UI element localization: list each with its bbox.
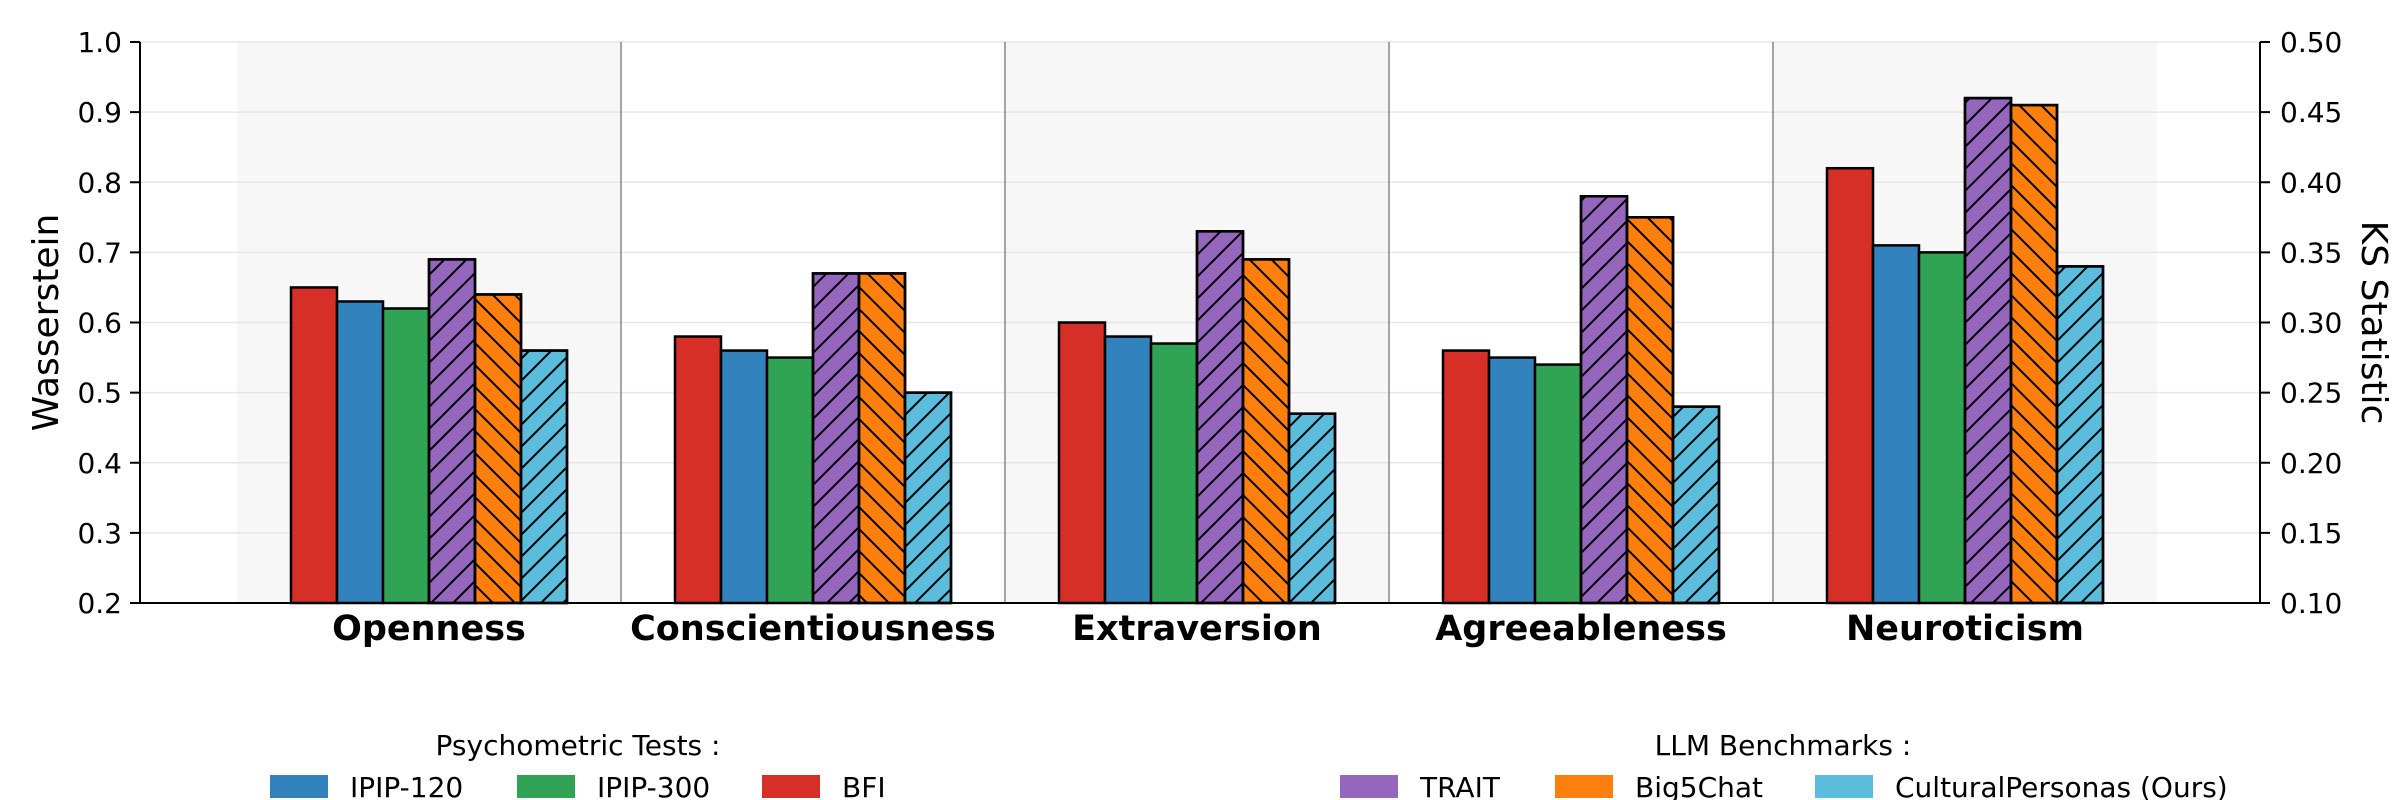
bar-hatch-big5chat [1241, 258, 1291, 605]
y-tick-label-left: 0.6 [77, 307, 122, 340]
bar-bfi [1057, 321, 1107, 605]
bar-ipip-300 [1533, 363, 1583, 605]
category-label: Extraversion [1072, 609, 1322, 649]
y-tick-label-left: 0.7 [77, 236, 122, 269]
bar-hatch-culturalpersonas-ours [903, 391, 953, 605]
bar-hatch-trait [1963, 96, 2013, 605]
bar-ipip-300 [381, 307, 431, 605]
bar-hatch-trait [1579, 195, 1629, 605]
y-tick-label-right: 0.10 [2280, 587, 2342, 620]
bar-ipip-120 [1871, 244, 1921, 605]
bar-bfi [1441, 349, 1491, 605]
bar-ipip-300 [1149, 342, 1199, 605]
y-tick-label-left: 1.0 [77, 26, 122, 59]
bar-hatch-culturalpersonas-ours [1287, 412, 1337, 605]
bar-ipip-300 [765, 356, 815, 605]
legend-group-title: LLM Benchmarks : [1655, 729, 1912, 762]
y-tick-label-left: 0.8 [77, 166, 122, 199]
legend-label-ipip-300: IPIP-300 [597, 771, 710, 800]
y-tick-label-right: 0.25 [2280, 377, 2342, 410]
bar-hatch-big5chat [1625, 216, 1675, 605]
y-tick-label-right: 0.45 [2280, 96, 2342, 129]
bar-hatch-trait [427, 258, 477, 605]
y-tick-label-left: 0.9 [77, 96, 122, 129]
bar-bfi [1825, 166, 1875, 605]
bar-hatch-big5chat [2009, 103, 2059, 605]
bar-hatch-big5chat [473, 293, 523, 605]
y-tick-label-left: 0.3 [77, 517, 122, 550]
legend-swatch-culturalpersonas-ours [1815, 775, 1873, 798]
legend-swatch-ipip-120 [270, 775, 328, 798]
bar-bfi [673, 335, 723, 605]
bar-hatch-culturalpersonas-ours [519, 349, 569, 605]
legend-label-culturalpersonas-ours: CulturalPersonas (Ours) [1895, 771, 2228, 800]
y-axis-title-right: KS Statistic [2353, 221, 2394, 425]
category-label: Openness [332, 609, 526, 649]
y-tick-label-right: 0.15 [2280, 517, 2342, 550]
y-tick-label-left: 0.2 [77, 587, 122, 620]
y-tick-label-left: 0.5 [77, 377, 122, 410]
bar-hatch-trait [811, 272, 861, 605]
legend-swatch-big5chat [1555, 775, 1613, 798]
bar-ipip-120 [719, 349, 769, 605]
legend-label-ipip-120: IPIP-120 [350, 771, 463, 800]
legend-swatch-ipip-300 [517, 775, 575, 798]
legend-swatch-bfi [762, 775, 820, 798]
legend-label-bfi: BFI [842, 771, 886, 800]
bar-bfi [289, 286, 339, 605]
y-axis-title-left: Wasserstein [26, 214, 67, 432]
legend-swatch-trait [1340, 775, 1398, 798]
category-label: Agreeableness [1435, 609, 1727, 649]
bar-hatch-big5chat [857, 272, 907, 605]
category-label: Neuroticism [1846, 609, 2084, 649]
y-tick-label-right: 0.40 [2280, 166, 2342, 199]
y-tick-label-right: 0.20 [2280, 447, 2342, 480]
legend-label-big5chat: Big5Chat [1635, 771, 1763, 800]
y-tick-label-left: 0.4 [77, 447, 122, 480]
y-tick-label-right: 0.35 [2280, 236, 2342, 269]
bar-ipip-120 [1487, 356, 1537, 605]
bar-ipip-300 [1917, 251, 1967, 605]
legend-group-title: Psychometric Tests : [436, 729, 721, 762]
legend-label-trait: TRAIT [1419, 771, 1501, 800]
category-label: Conscientiousness [630, 609, 996, 649]
bar-hatch-trait [1195, 230, 1245, 605]
bar-hatch-culturalpersonas-ours [1671, 405, 1721, 605]
bar-ipip-120 [335, 300, 385, 605]
y-tick-label-right: 0.50 [2280, 26, 2342, 59]
y-tick-label-right: 0.30 [2280, 307, 2342, 340]
bar-ipip-120 [1103, 335, 1153, 605]
bar-hatch-culturalpersonas-ours [2055, 265, 2105, 605]
